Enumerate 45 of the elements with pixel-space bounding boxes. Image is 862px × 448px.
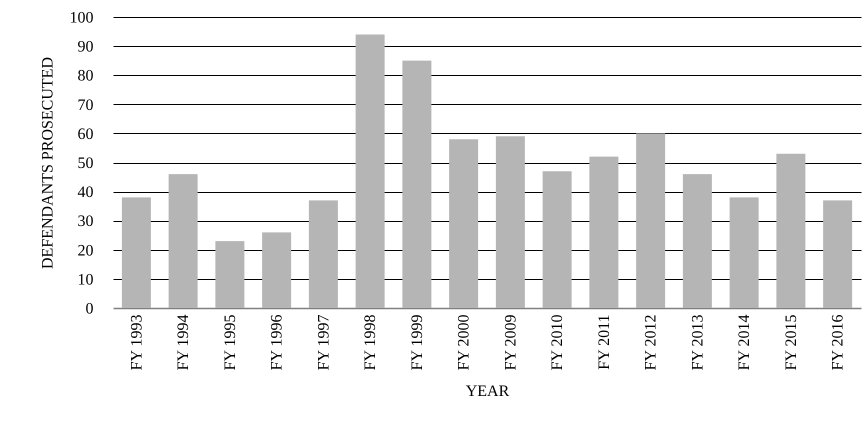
y-tick-label: 20 [78,242,94,260]
bar [262,232,292,308]
bar [449,139,478,308]
bar [776,154,806,308]
y-tick-label: 0 [86,300,94,318]
y-tick-label: 60 [78,126,94,143]
bar [496,136,525,308]
x-axis-title: YEAR [466,382,510,400]
bar [636,133,666,308]
y-axis-title: DEFENDANTS PROSECUTED [40,56,56,270]
x-tick-label: FY 2010 [549,314,566,370]
y-tick-label: 40 [78,184,94,202]
x-tick-label: FY 2011 [596,314,613,370]
y-tick-label: 100 [70,10,94,26]
x-tick-label: FY 2014 [736,314,754,370]
x-tick-label: FY 2013 [689,314,706,370]
x-tick-label: FY 1998 [362,314,380,370]
x-tick-label: FY 1995 [222,314,239,370]
bar [589,156,618,308]
x-tick-label: FY 2015 [782,314,800,370]
bar [730,197,759,308]
y-tick-label: 30 [78,213,94,230]
y-tick-label: 90 [78,38,94,56]
bar [308,200,338,308]
bar [122,197,151,308]
x-tick-label: FY 1997 [315,314,332,370]
x-tick-label: FY 1999 [408,314,426,370]
x-tick-label: FY 2012 [642,314,660,370]
bar [682,174,712,308]
y-tick-label: 10 [78,271,94,288]
y-tick-label: 80 [78,68,94,85]
x-tick-label: FY 2009 [502,314,520,370]
x-tick-label: FY 2016 [830,314,847,370]
bar [215,241,244,308]
y-tick-label: 50 [78,155,94,172]
y-tick-label: 70 [78,96,94,114]
bar [542,171,572,308]
bar [356,34,385,308]
bar [823,200,852,308]
x-tick-label: FY 1996 [268,314,286,370]
bar [402,60,432,308]
x-tick-label: FY 2000 [456,314,473,370]
x-tick-label: FY 1994 [175,314,192,370]
bar [168,174,198,308]
x-tick-label: FY 1993 [128,314,146,370]
